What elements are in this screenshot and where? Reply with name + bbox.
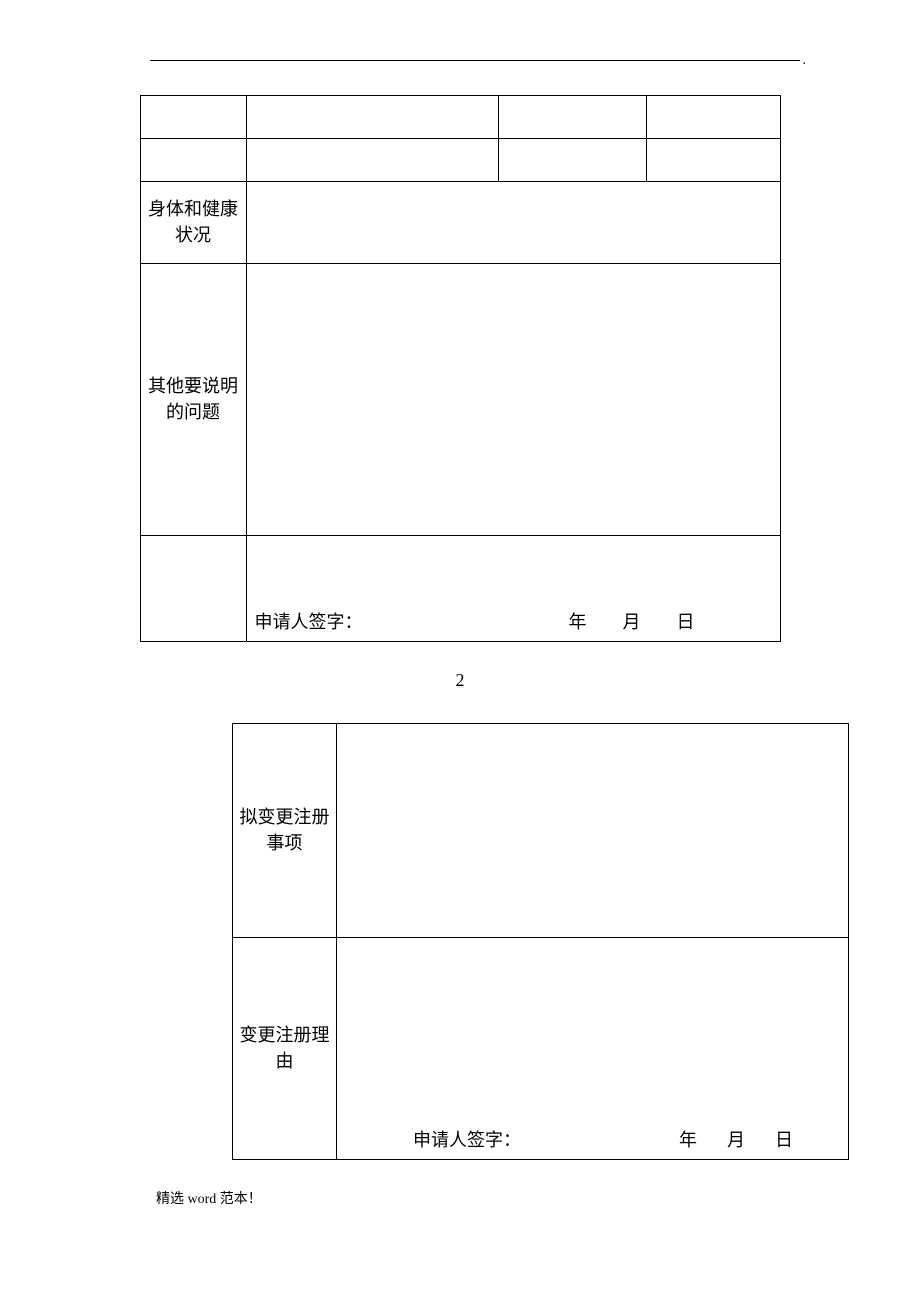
document-page: . 身体和健康状况 其他要说明的问题 — [0, 0, 920, 1248]
page-number: 2 — [100, 670, 820, 691]
cell-blank — [246, 96, 498, 139]
signature-label: 申请人签字： — [413, 1128, 521, 1153]
change-reason-label: 变更注册理由 — [233, 938, 337, 1160]
health-label: 身体和健康状况 — [140, 182, 246, 264]
table-row: 其他要说明的问题 — [140, 264, 780, 536]
other-issues-label: 其他要说明的问题 — [140, 264, 246, 536]
month-label: 月 — [727, 1128, 745, 1153]
cell-blank — [646, 139, 780, 182]
header-dot: . — [803, 53, 807, 69]
health-value — [246, 182, 780, 264]
table-row: 身体和健康状况 — [140, 182, 780, 264]
footer-text: 精选 word 范本！ — [156, 1188, 820, 1208]
cell-blank — [646, 96, 780, 139]
change-reason-value: 申请人签字： 年 月 日 — [337, 938, 849, 1160]
table-row — [140, 96, 780, 139]
month-label: 月 — [623, 610, 641, 635]
day-label: 日 — [775, 1128, 793, 1153]
header-rule: . — [150, 60, 800, 61]
signature-cell: 申请人签字： 年 月 日 — [246, 536, 780, 642]
cell-blank — [140, 96, 246, 139]
change-items-value — [337, 724, 849, 938]
signature-line: 申请人签字： 年 月 日 — [255, 610, 772, 635]
form-table-2: 拟变更注册 事项 变更注册理由 申请人签字： 年 月 日 — [232, 723, 849, 1160]
year-label: 年 — [679, 1128, 697, 1153]
table-row: 变更注册理由 申请人签字： 年 月 日 — [233, 938, 849, 1160]
change-items-line1: 拟变更注册 — [240, 807, 330, 827]
change-items-label: 拟变更注册 事项 — [233, 724, 337, 938]
table-row: 申请人签字： 年 月 日 — [140, 536, 780, 642]
table-row: 拟变更注册 事项 — [233, 724, 849, 938]
form-table-1: 身体和健康状况 其他要说明的问题 申请人签字： 年 月 日 — [140, 95, 781, 642]
sig-left-blank — [140, 536, 246, 642]
change-items-line2: 事项 — [267, 833, 303, 853]
cell-blank — [498, 139, 646, 182]
year-label: 年 — [569, 610, 587, 635]
cell-blank — [140, 139, 246, 182]
other-issues-value — [246, 264, 780, 536]
day-label: 日 — [677, 610, 695, 635]
signature-label: 申请人签字： — [255, 610, 363, 635]
cell-blank — [246, 139, 498, 182]
table-row — [140, 139, 780, 182]
cell-blank — [498, 96, 646, 139]
signature-line: 申请人签字： 年 月 日 — [345, 1128, 840, 1153]
